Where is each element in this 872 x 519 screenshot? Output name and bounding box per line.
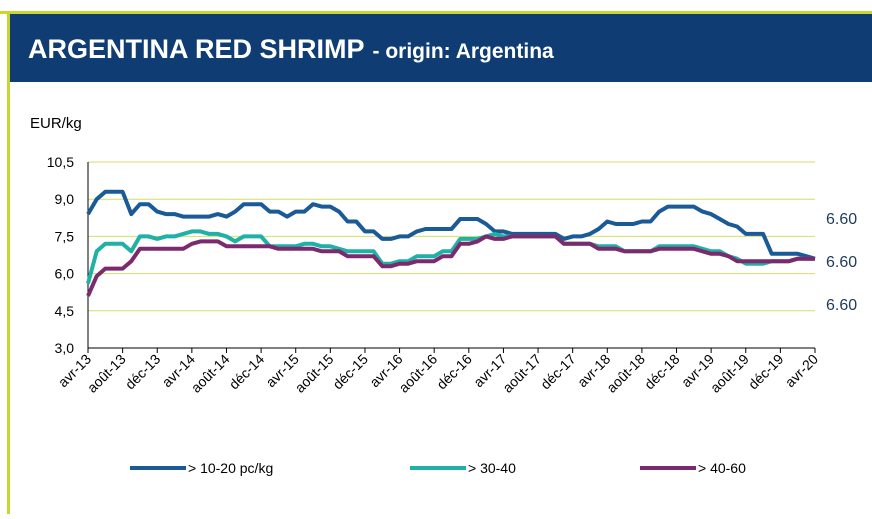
legend-label: > 40-60: [698, 460, 746, 476]
x-tick-label: déc-19: [745, 351, 787, 393]
header-title: ARGENTINA RED SHRIMP - origin: Argentina: [28, 34, 554, 64]
legend-label: > 30-40: [468, 460, 516, 476]
x-tick-label: déc-16: [433, 351, 475, 393]
x-tick-label: août-17: [499, 351, 544, 396]
series-line: [86, 229, 815, 285]
x-tick-label: août-16: [395, 351, 440, 396]
y-tick-label: 3,0: [55, 340, 75, 356]
x-tick-label: août-15: [292, 351, 337, 396]
y-tick-label: 7,5: [55, 228, 75, 244]
x-tick-label: déc-15: [329, 351, 371, 393]
series-line: [86, 189, 816, 261]
x-tick-label: déc-17: [537, 351, 579, 393]
top-border: [0, 11, 872, 14]
legend-label: > 10-20 pc/kg: [188, 460, 273, 476]
x-tick-label: avr-20: [782, 351, 822, 391]
series-line: [86, 234, 815, 297]
annotation: 6.60: [826, 211, 857, 228]
left-border: [7, 11, 10, 514]
header-band: [10, 14, 872, 82]
x-tick-label: août-18: [603, 351, 648, 396]
y-tick-label: 4,5: [55, 303, 75, 319]
x-tick-label: août-14: [188, 351, 233, 396]
x-tick-label: août-19: [707, 351, 752, 396]
x-tick-label: août-13: [84, 351, 129, 396]
y-tick-label: 10,5: [47, 154, 74, 170]
annotation: 6.60: [826, 254, 857, 271]
annotation: 6.60: [826, 297, 857, 314]
x-tick-label: déc-14: [226, 351, 268, 393]
x-tick-label: déc-18: [641, 351, 683, 393]
y-axis-label: EUR/kg: [30, 115, 82, 132]
x-tick-label: déc-13: [122, 351, 164, 393]
y-tick-label: 6,0: [55, 266, 75, 282]
y-tick-label: 9,0: [55, 191, 75, 207]
